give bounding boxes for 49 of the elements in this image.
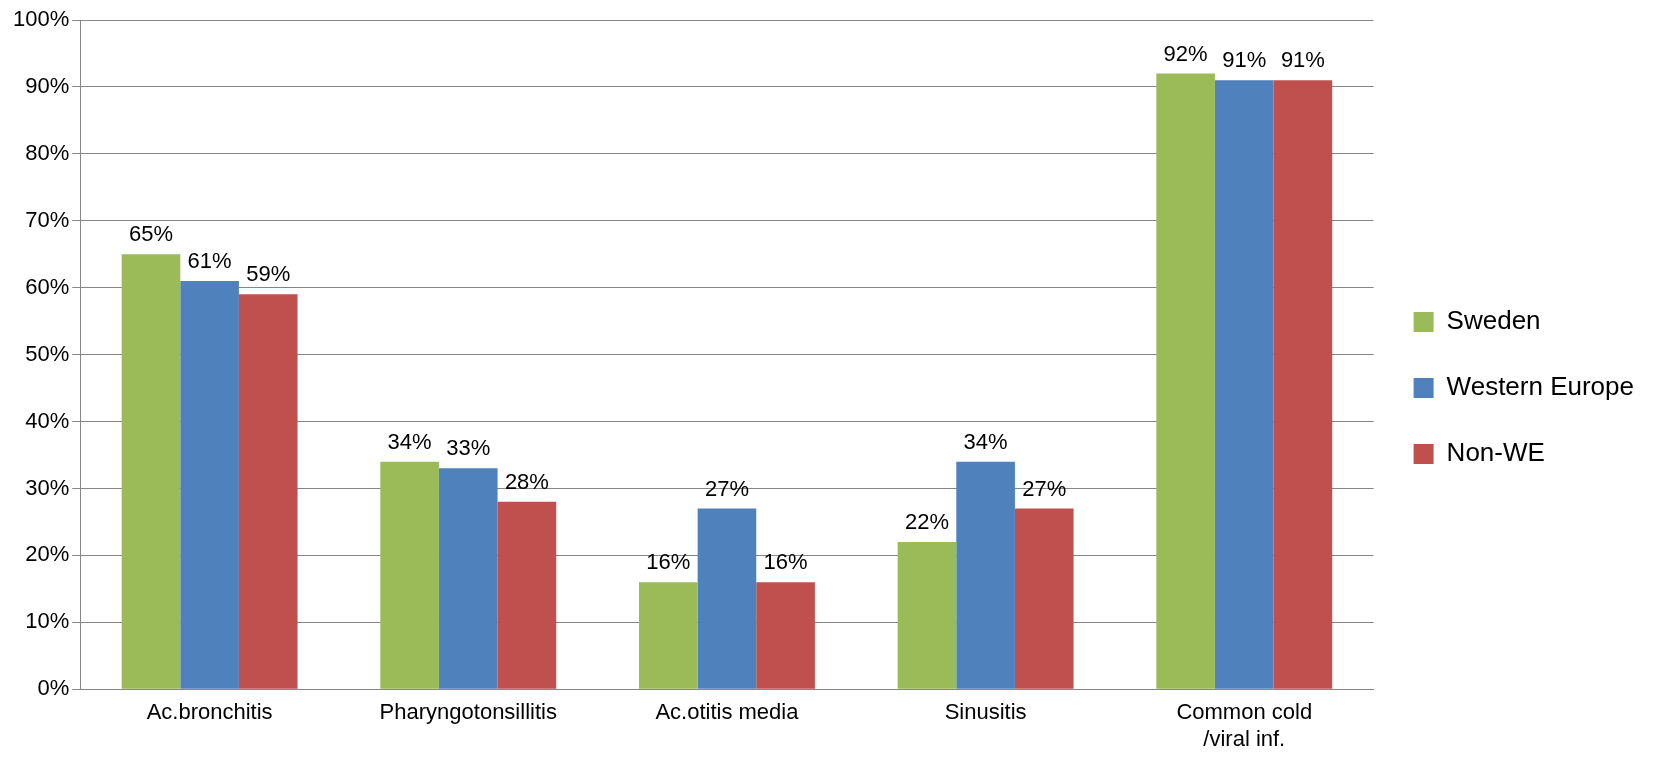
y-tick-label: 70% <box>25 206 70 232</box>
y-tick-label: 20% <box>25 541 70 567</box>
x-tick-label: Sinusitis <box>944 699 1027 725</box>
bar <box>121 254 181 689</box>
bar <box>897 541 957 689</box>
y-tick-label: 100% <box>12 6 70 32</box>
data-label: 59% <box>246 261 291 287</box>
x-tick-label: Common cold /viral inf. <box>1176 699 1313 751</box>
data-label: 91% <box>1280 47 1325 73</box>
data-label: 22% <box>904 509 949 535</box>
legend-label: Non-WE <box>1446 437 1545 468</box>
data-label: 16% <box>763 549 808 575</box>
bar <box>697 508 757 689</box>
data-label: 91% <box>1222 47 1267 73</box>
y-tick-label: 60% <box>25 273 70 299</box>
bar <box>438 468 498 689</box>
x-tick-label: Pharyngotonsillitis <box>379 699 557 725</box>
bar <box>380 461 439 689</box>
data-label: 16% <box>646 549 691 575</box>
data-label: 33% <box>446 435 491 461</box>
data-label: 28% <box>504 468 549 494</box>
bar <box>756 582 815 689</box>
data-label: 92% <box>1163 40 1208 66</box>
x-tick-label: Ac.bronchitis <box>146 699 273 725</box>
legend-label: Sweden <box>1446 305 1541 336</box>
y-tick-label: 40% <box>25 407 70 433</box>
bar <box>238 294 298 689</box>
y-tick-label: 30% <box>25 474 70 500</box>
y-tick-label: 50% <box>25 340 70 366</box>
legend-label: Western Europe <box>1446 371 1635 402</box>
bar <box>1214 80 1274 689</box>
bar <box>956 461 1015 689</box>
data-label: 61% <box>187 248 232 274</box>
y-tick-label: 0% <box>37 675 70 701</box>
bar <box>1156 73 1215 689</box>
data-label: 27% <box>1022 475 1067 501</box>
bar <box>1014 508 1074 689</box>
data-label: 65% <box>128 221 173 247</box>
bar <box>497 501 557 689</box>
data-label: 34% <box>387 428 432 454</box>
y-tick-label: 90% <box>25 72 70 98</box>
data-label: 34% <box>963 428 1008 454</box>
data-label: 27% <box>704 475 749 501</box>
bar <box>180 280 239 689</box>
y-tick-label: 80% <box>25 139 70 165</box>
bar <box>638 582 698 689</box>
y-tick-label: 10% <box>25 608 70 634</box>
bar <box>1273 80 1333 689</box>
x-tick-label: Ac.otitis media <box>655 699 800 725</box>
